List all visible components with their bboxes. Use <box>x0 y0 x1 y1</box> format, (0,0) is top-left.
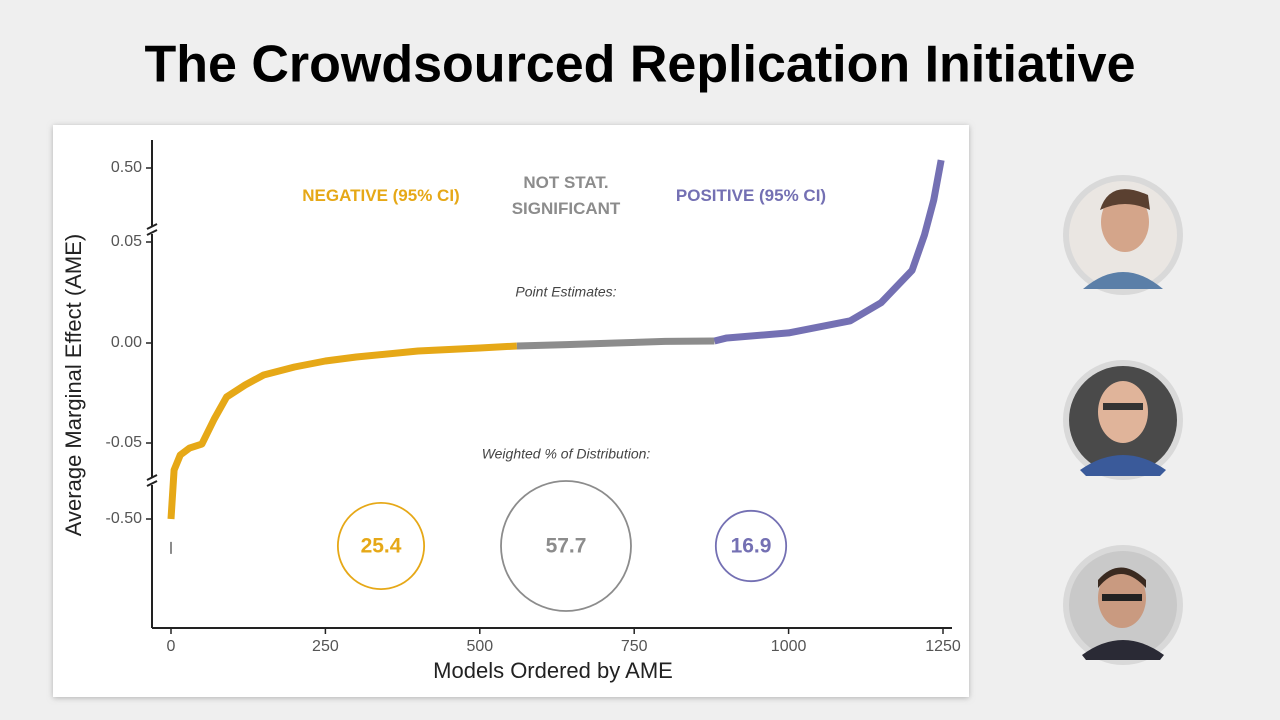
x-tick-label: 500 <box>466 638 493 655</box>
y-tick-label: -0.50 <box>106 510 143 527</box>
y-tick-label: 0.00 <box>111 334 142 351</box>
x-tick-label: 1250 <box>925 638 961 655</box>
avatar <box>1063 545 1183 665</box>
axis-break <box>146 474 158 487</box>
y-tick-label: 0.05 <box>111 233 142 250</box>
point-estimates-label: Point Estimates: <box>515 284 616 300</box>
axis-break <box>146 223 158 236</box>
avatar <box>1063 360 1183 480</box>
y-axis-title: Average Marginal Effect (AME) <box>61 234 86 536</box>
x-tick-label: 250 <box>312 638 339 655</box>
axis-break <box>148 226 156 234</box>
distribution-label: Weighted % of Distribution: <box>482 446 651 462</box>
x-tick-label: 750 <box>621 638 648 655</box>
slide-title: The Crowdsourced Replication Initiative <box>144 36 1135 94</box>
x-axis-title: Models Ordered by AME <box>433 658 673 683</box>
avatar <box>1063 175 1183 295</box>
series-label: NEGATIVE (95% CI) <box>302 186 460 205</box>
distribution-bubble <box>500 480 632 612</box>
series-line <box>167 342 518 520</box>
distribution-bubble <box>714 509 788 583</box>
distribution-value: 25.4 <box>361 535 402 558</box>
x-tick-label: 0 <box>167 638 176 655</box>
series-label: NOT STAT. SIGNIFICANT <box>511 173 621 218</box>
distribution-value: 16.9 <box>731 535 772 558</box>
x-tick-label: 1000 <box>771 638 807 655</box>
axis-break <box>148 477 156 485</box>
distribution-value: 57.7 <box>546 535 587 558</box>
series-label: POSITIVE (95% CI) <box>675 186 827 205</box>
distribution-bubble <box>336 501 426 591</box>
y-tick-label: 0.50 <box>111 159 142 176</box>
series-line <box>713 159 945 345</box>
chart-panel <box>53 125 969 697</box>
avatars <box>1063 175 1183 665</box>
y-tick-label: -0.05 <box>106 434 143 451</box>
series-line <box>516 337 715 350</box>
